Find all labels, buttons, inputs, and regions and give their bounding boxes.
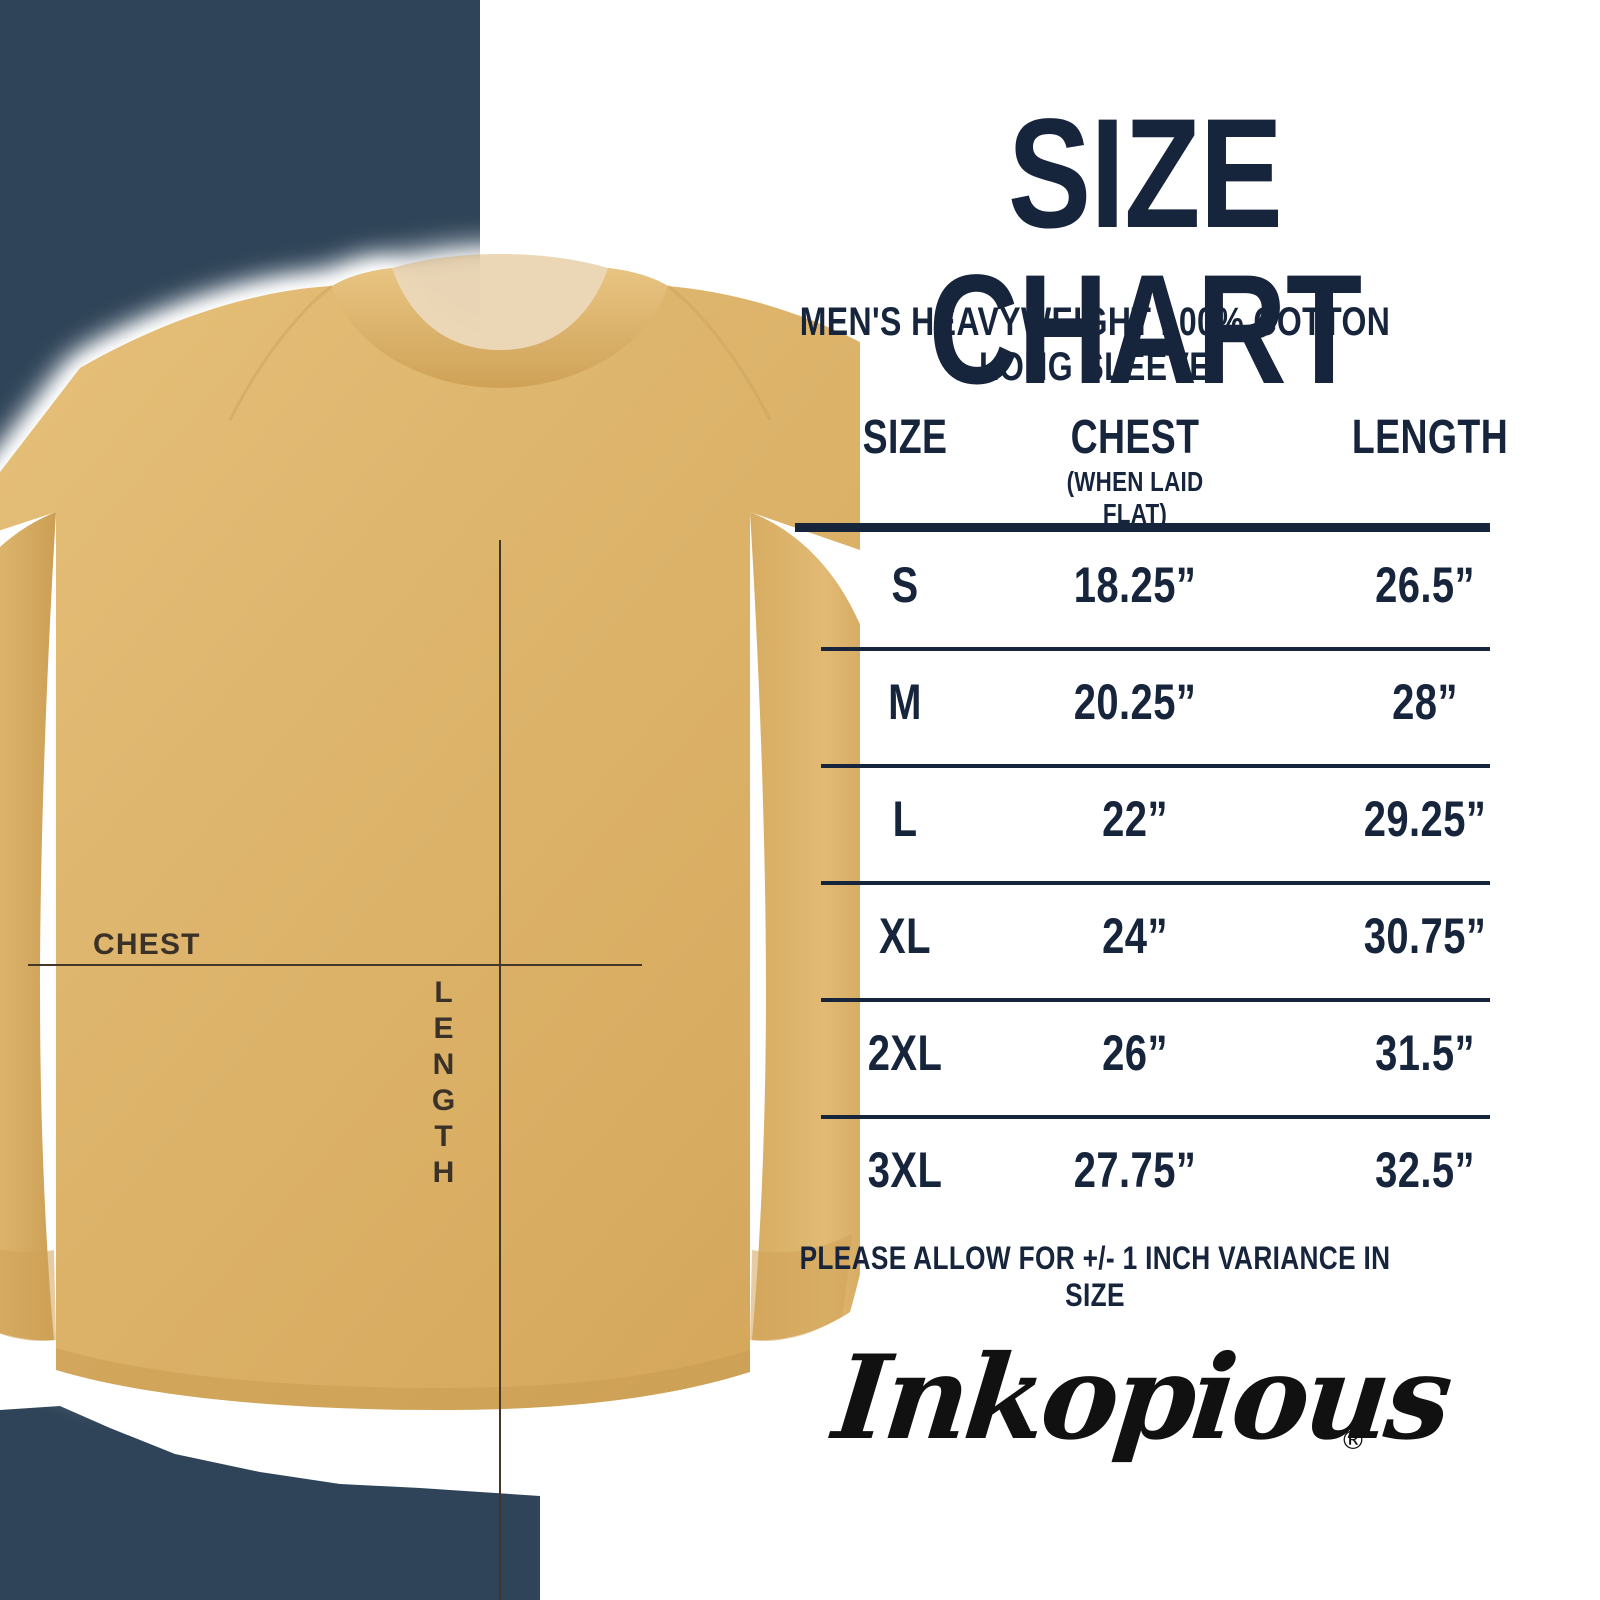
shoulder-seam-left <box>228 284 333 421</box>
cell-chest: 22” <box>1102 791 1168 847</box>
table-row: L 22” 29.25” <box>795 768 1585 885</box>
length-measurement-label: LENGTH <box>427 976 460 1192</box>
page-title: SIZE CHART <box>928 87 1363 417</box>
row-divider <box>821 647 1490 651</box>
content-panel: SIZE CHART MEN'S HEAVYWEIGHT 100% COTTON… <box>700 0 1600 1600</box>
chest-measurement-label: CHEST <box>93 928 201 961</box>
shirt-collar-inner <box>392 254 608 350</box>
column-header-size: SIZE <box>862 411 948 464</box>
row-divider <box>821 764 1490 768</box>
table-row: XL 24” 30.75” <box>795 885 1585 1002</box>
registered-trademark-icon: ® <box>1340 1426 1366 1456</box>
shoulder-seam-right <box>667 284 772 421</box>
table-header-rule <box>795 523 1490 532</box>
shirt-left-sleeve <box>0 512 56 1341</box>
shirt-body <box>0 286 860 1410</box>
cell-length: 31.5” <box>1375 1025 1475 1081</box>
chest-measurement-line <box>28 964 642 966</box>
table-row: 3XL 27.75” 32.5” <box>795 1119 1585 1236</box>
length-measurement-line <box>499 540 501 1600</box>
size-table-body: S 18.25” 26.5” M 20.25” 28” L 22” 29.25” <box>795 534 1585 1236</box>
size-table-header: SIZE CHEST LENGTH (WHEN LAID FLAT) <box>795 410 1585 532</box>
page-subtitle: MEN'S HEAVYWEIGHT 100% COTTON LONG SLEEV… <box>799 300 1391 389</box>
cell-chest: 27.75” <box>1073 1142 1197 1198</box>
column-header-chest-note: (WHEN LAID FLAT) <box>1066 466 1204 529</box>
size-table: SIZE CHEST LENGTH (WHEN LAID FLAT) S 18.… <box>795 410 1585 1198</box>
cell-chest: 20.25” <box>1073 674 1197 730</box>
table-row: 2XL 26” 31.5” <box>795 1002 1585 1119</box>
cell-chest: 24” <box>1102 908 1168 964</box>
cell-length: 30.75” <box>1363 908 1487 964</box>
cell-size: 3XL <box>867 1142 943 1198</box>
shirt-illustration: CHEST LENGTH <box>0 250 860 1600</box>
row-divider <box>821 998 1490 1002</box>
shirt-right-sleeve <box>750 512 860 1341</box>
cell-length: 32.5” <box>1375 1142 1475 1198</box>
cell-size: XL <box>879 908 931 964</box>
cell-size: M <box>888 674 922 730</box>
table-row: S 18.25” 26.5” <box>795 534 1585 651</box>
cell-length: 28” <box>1392 674 1458 730</box>
cell-length: 26.5” <box>1375 557 1475 613</box>
shirt-left-cuff <box>0 1249 56 1341</box>
cell-size: L <box>892 791 918 847</box>
shirt-hem <box>56 1348 750 1410</box>
cell-chest: 26” <box>1102 1025 1168 1081</box>
brand-wordmark: Inkopious <box>827 1330 1455 1466</box>
row-divider <box>821 881 1490 885</box>
cell-size: 2XL <box>867 1025 943 1081</box>
cell-size: S <box>891 557 919 613</box>
shirt-collar <box>332 268 668 388</box>
row-divider <box>821 1115 1490 1119</box>
cell-chest: 18.25” <box>1073 557 1197 613</box>
shirt-white-outline <box>0 250 860 1450</box>
column-header-chest: CHEST <box>1070 411 1200 464</box>
table-row: M 20.25” 28” <box>795 651 1585 768</box>
variance-disclaimer: PLEASE ALLOW FOR +/- 1 INCH VARIANCE IN … <box>799 1240 1391 1313</box>
brand-logo: Inkopious ® <box>828 1330 1455 1540</box>
long-sleeve-shirt-graphic <box>0 254 860 1410</box>
cell-length: 29.25” <box>1363 791 1487 847</box>
column-header-length: LENGTH <box>1351 411 1509 464</box>
shirt-right-cuff <box>750 1234 852 1341</box>
